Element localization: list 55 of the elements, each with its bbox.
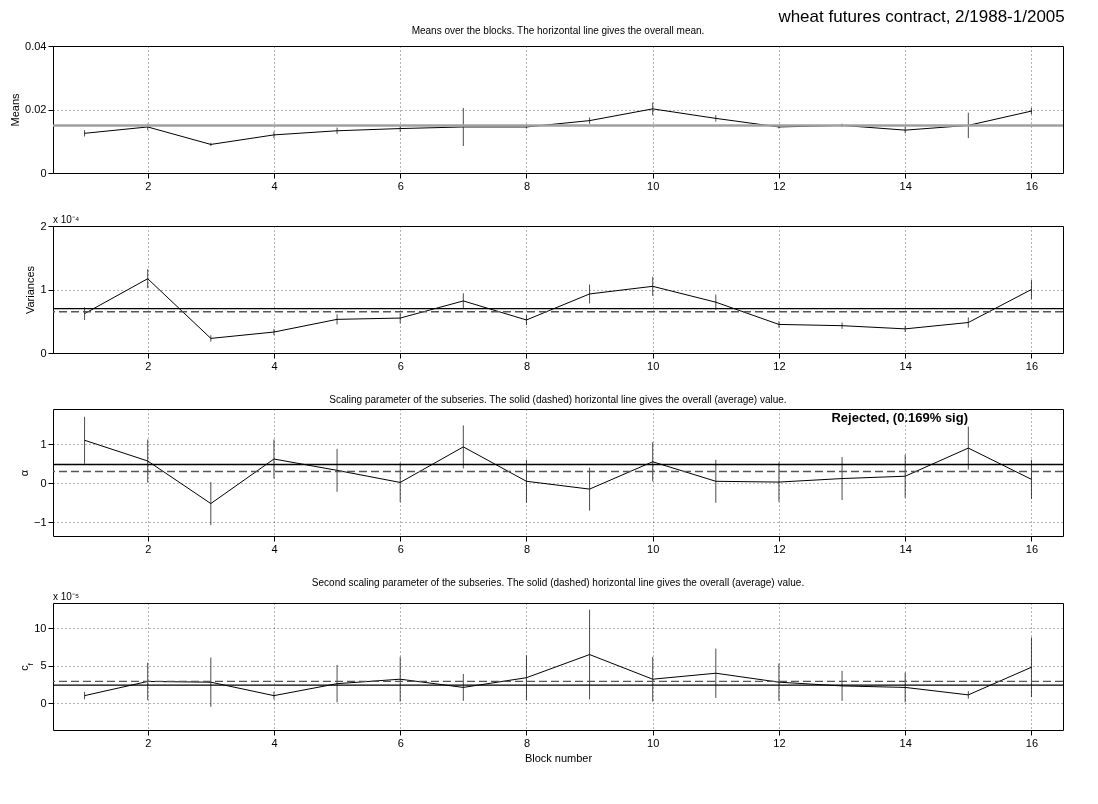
chart-title: wheat futures contract, 2/1988-1/2005 <box>777 6 1065 26</box>
x-tick-label: 10 <box>647 542 660 555</box>
y-tick-label: 0.04 <box>25 39 47 52</box>
y-axis-title: Variances <box>24 265 37 315</box>
y-axis-title: Means <box>9 93 22 127</box>
y-tick-label: 5 <box>40 659 47 672</box>
y-tick-label: 0.02 <box>25 103 47 115</box>
chart-subtitle: Scaling parameter of the subseries. The solid (dashed) horizontal line gives the overall (average) value. <box>329 394 787 405</box>
x-tick-label: 16 <box>1025 359 1039 372</box>
y-tick-label: 0 <box>40 476 47 489</box>
y-axis-title: α <box>17 469 30 477</box>
y-tick-label: 0 <box>40 696 47 709</box>
y-tick-label: 0 <box>40 346 47 359</box>
x-tick-label: 16 <box>1025 542 1039 555</box>
chart-subtitle: Second scaling parameter of the subseries. The solid (dashed) horizontal line gives the overall (average) value. <box>311 577 805 588</box>
x-tick-label: 10 <box>647 736 660 749</box>
x-tick-label: 12 <box>773 542 786 555</box>
x-tick-label: 14 <box>899 359 912 372</box>
x-tick-label: 14 <box>899 179 912 192</box>
x-tick-label: 10 <box>647 359 660 372</box>
x-tick-label: 12 <box>773 736 786 749</box>
y-tick-label: 1 <box>40 437 47 450</box>
x-axis-title: Block number <box>524 751 593 764</box>
y-tick-label: 10 <box>34 621 47 634</box>
x-tick-label: 8 <box>523 736 530 749</box>
x-tick-label: 16 <box>1025 736 1039 749</box>
y-tick-label: 2 <box>40 219 47 232</box>
x-tick-label: 4 <box>271 359 278 372</box>
text: x 10⁻⁴ <box>53 214 80 225</box>
x-tick-label: 8 <box>523 359 530 372</box>
chart-subtitle: Means over the blocks. The horizontal line gives the overall mean. <box>411 25 705 36</box>
x-tick-label: 14 <box>899 542 912 555</box>
x-tick-label: 6 <box>397 179 404 192</box>
x-tick-label: 8 <box>523 542 530 555</box>
x-tick-label: 6 <box>397 736 404 749</box>
x-tick-label: 2 <box>145 542 152 555</box>
x-tick-label: 6 <box>397 359 404 372</box>
x-tick-label: 2 <box>145 179 152 192</box>
x-tick-label: 2 <box>145 736 152 749</box>
x-tick-label: 14 <box>899 736 912 749</box>
x-tick-label: 2 <box>145 359 152 372</box>
y-tick-label: −1 <box>33 515 47 528</box>
x-tick-label: 12 <box>773 179 786 192</box>
x-tick-label: 10 <box>647 179 660 192</box>
annotation: Rejected, (0.169% sig) <box>831 410 968 425</box>
text: x 10⁻⁵ <box>53 591 80 602</box>
x-tick-label: 4 <box>271 542 278 555</box>
x-tick-label: 16 <box>1025 179 1039 192</box>
x-tick-label: 4 <box>271 736 278 749</box>
y-tick-label: 0 <box>40 166 47 179</box>
x-tick-label: 6 <box>397 542 404 555</box>
x-tick-label: 12 <box>773 359 786 372</box>
x-tick-label: 4 <box>271 179 278 192</box>
x-tick-label: 8 <box>523 179 530 192</box>
y-tick-label: 1 <box>40 283 47 295</box>
